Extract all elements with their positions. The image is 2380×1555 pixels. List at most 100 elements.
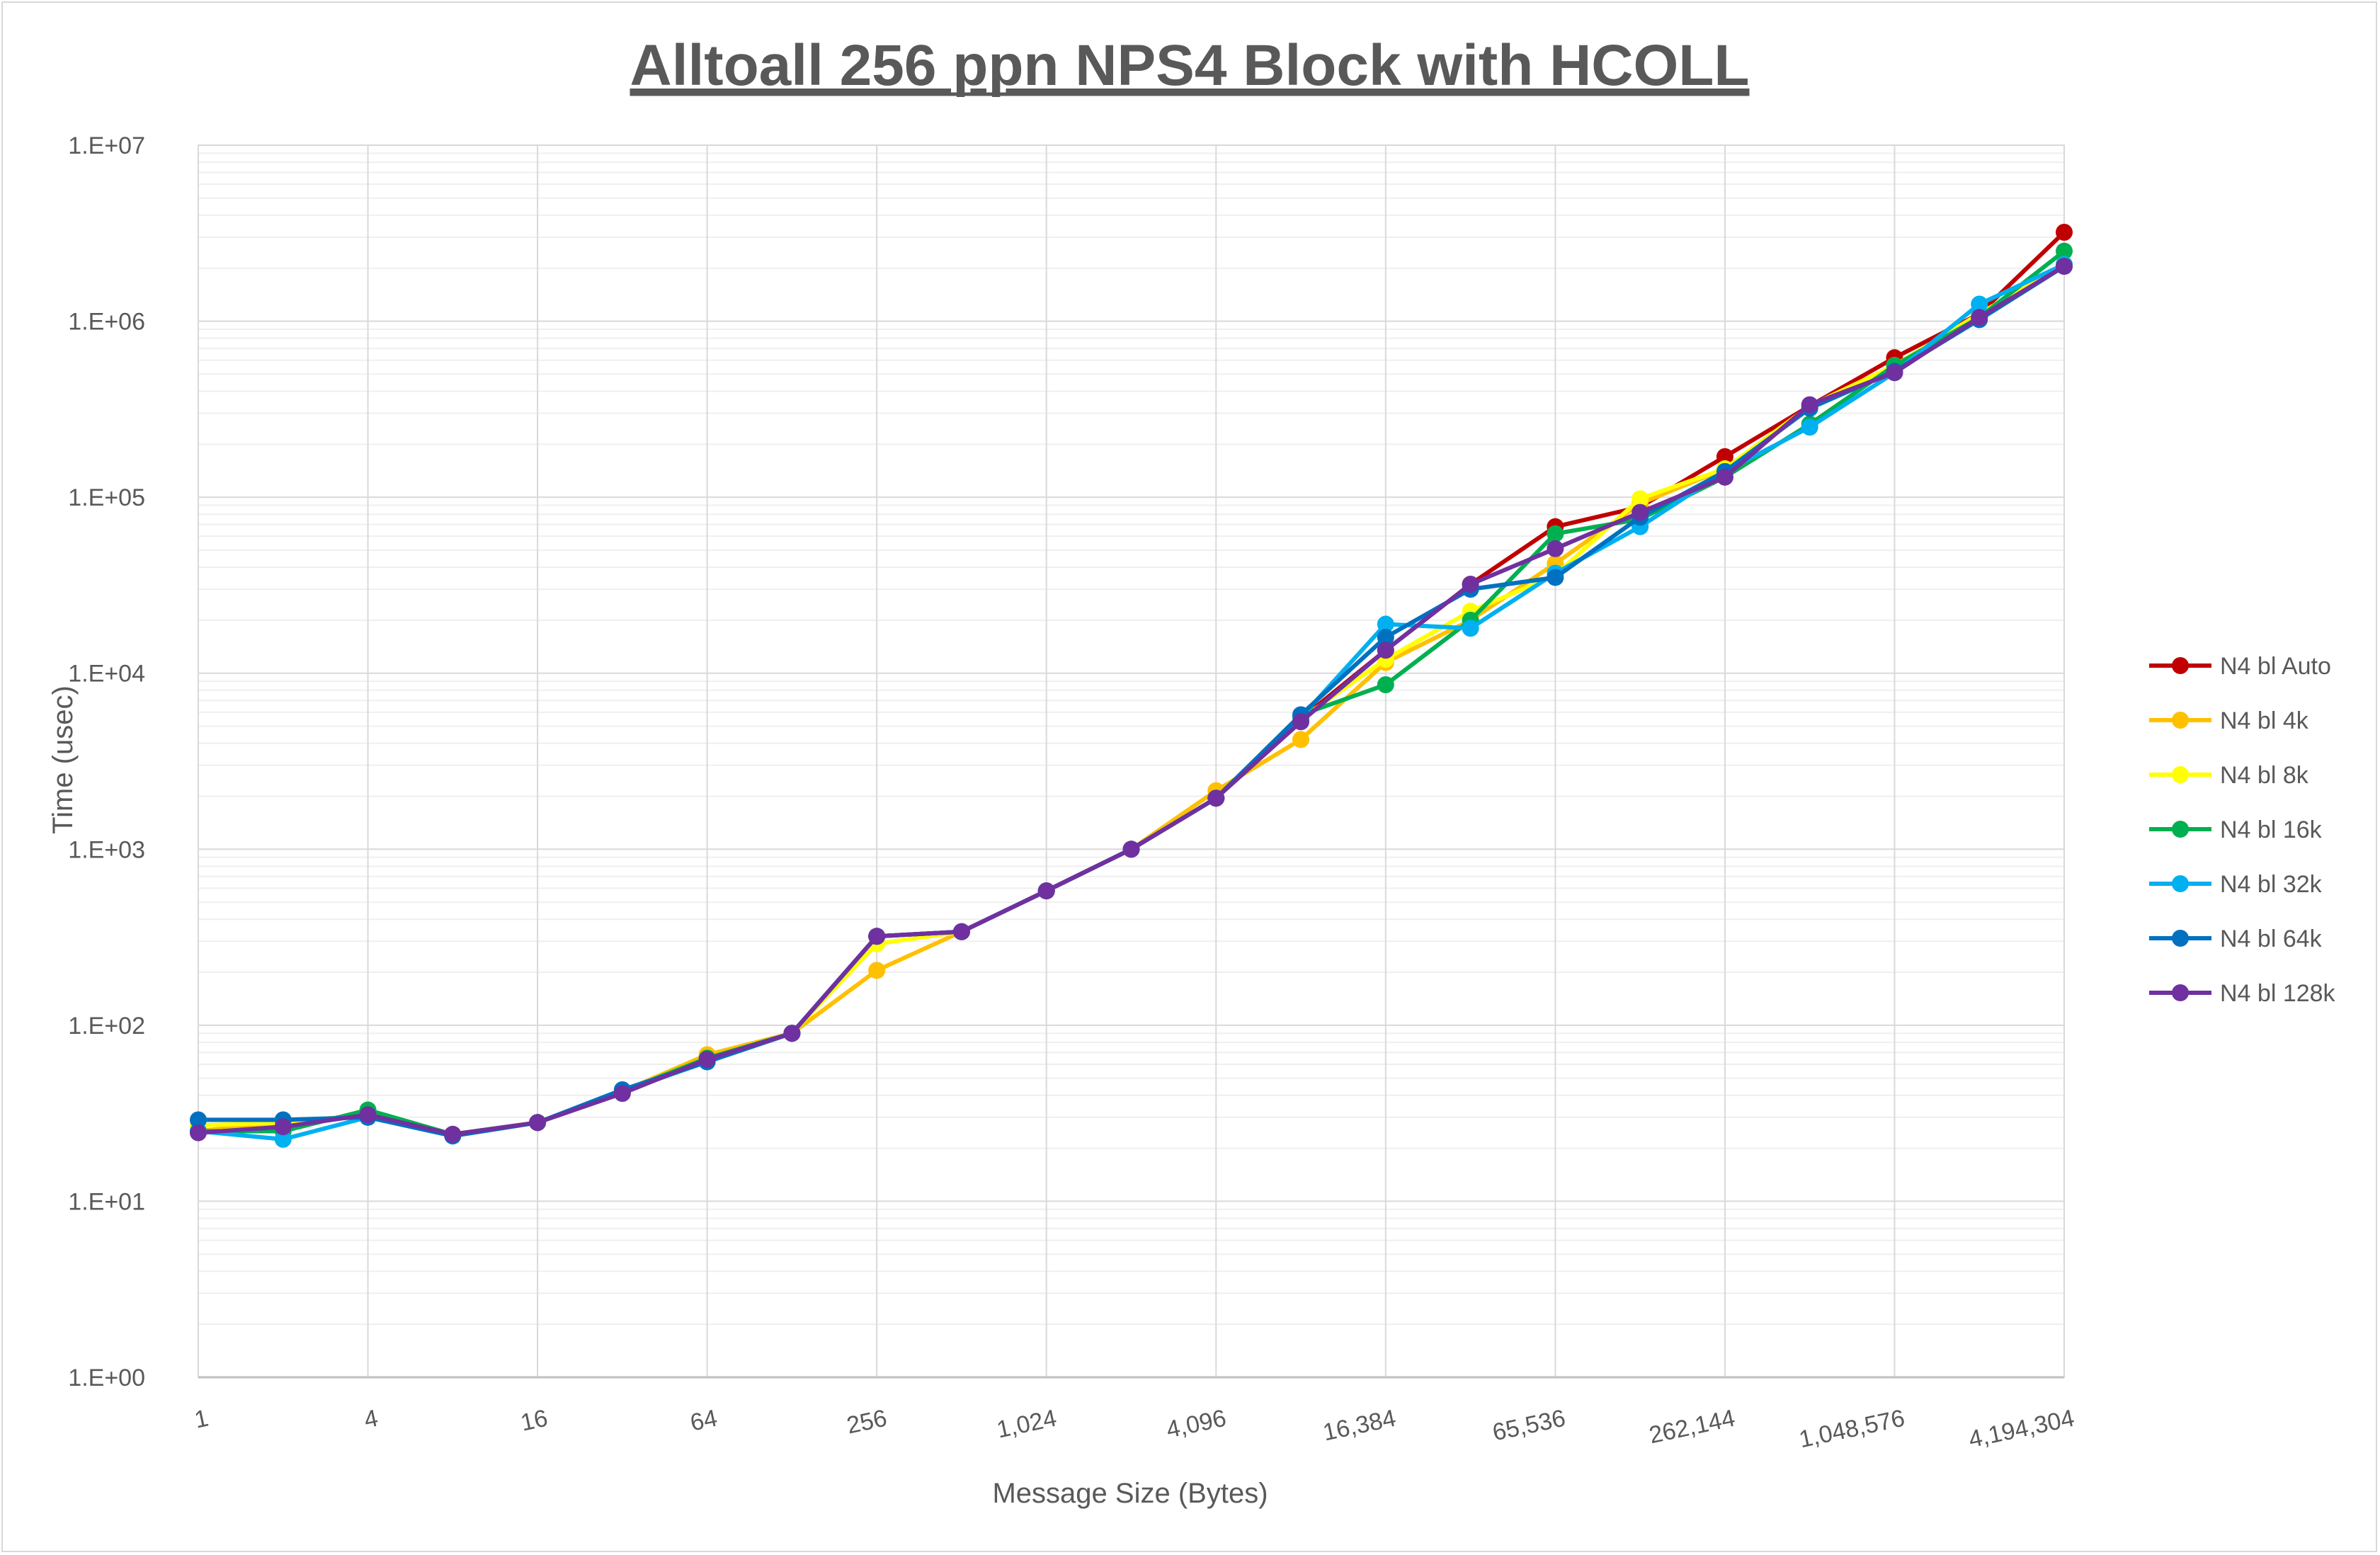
legend-label: N4 bl 64k xyxy=(2220,925,2323,952)
legend-item: N4 bl Auto xyxy=(2149,653,2331,680)
series-lines xyxy=(190,224,2073,1148)
data-point xyxy=(1292,731,1310,748)
x-tick-label: 4 xyxy=(362,1405,380,1434)
x-tick-label: 4,194,304 xyxy=(1966,1405,2077,1454)
legend-item: N4 bl 128k xyxy=(2149,980,2336,1007)
data-point xyxy=(1801,418,1818,436)
series-line xyxy=(198,230,2066,1137)
data-point xyxy=(1037,882,1055,900)
data-point xyxy=(274,1130,292,1148)
y-tick-label: 1.E+01 xyxy=(68,1188,145,1215)
data-point xyxy=(868,962,886,979)
grid xyxy=(198,144,2065,1378)
legend-label: N4 bl 128k xyxy=(2220,980,2336,1007)
data-point xyxy=(1377,676,1394,693)
y-tick-label: 1.E+06 xyxy=(68,309,145,336)
y-axis-title: Time (usec) xyxy=(47,685,79,834)
data-point xyxy=(1462,576,1479,593)
data-point xyxy=(1971,309,1988,326)
x-tick-label: 65,536 xyxy=(1490,1405,1568,1447)
legend-item: N4 bl 4k xyxy=(2149,707,2309,734)
x-tick-label: 1,024 xyxy=(994,1405,1059,1444)
data-point xyxy=(2056,224,2073,241)
legend-label: N4 bl 8k xyxy=(2220,762,2309,789)
data-point xyxy=(1377,628,1394,646)
data-point xyxy=(1716,468,1733,486)
chart-title: Alltoall 256 ppn NPS4 Block with HCOLL xyxy=(630,33,1750,98)
data-point xyxy=(1547,525,1564,542)
data-point xyxy=(274,1118,292,1136)
x-tick-label: 16,384 xyxy=(1321,1405,1399,1447)
legend-label: N4 bl 16k xyxy=(2220,816,2323,843)
legend-item: N4 bl 8k xyxy=(2149,762,2309,789)
data-point xyxy=(1122,841,1140,858)
x-axis-ticks: 1 4 16 64 256 1,024 4,096 16,384 65,536 262,144 1,… xyxy=(192,1405,2076,1454)
data-point xyxy=(1547,569,1564,586)
legend-swatch-marker xyxy=(2172,657,2189,674)
x-tick-label: 64 xyxy=(688,1405,719,1437)
plot-border xyxy=(198,144,2065,1378)
x-tick-label: 256 xyxy=(844,1405,889,1440)
legend-swatch-marker xyxy=(2172,984,2189,1001)
data-point xyxy=(1971,295,1988,313)
data-point xyxy=(1632,503,1649,521)
data-point xyxy=(1462,620,1479,637)
data-point xyxy=(698,1051,716,1069)
data-point xyxy=(1547,540,1564,557)
legend-item: N4 bl 64k xyxy=(2149,925,2323,952)
series-n4-bl-8k xyxy=(190,256,2073,1143)
legend-swatch-marker xyxy=(2172,930,2189,947)
data-point xyxy=(952,923,970,940)
series-n4-bl-32k xyxy=(190,256,2073,1148)
data-point xyxy=(2056,258,2073,275)
data-point xyxy=(1207,790,1225,807)
legend-label: N4 bl Auto xyxy=(2220,653,2331,680)
data-point xyxy=(190,1111,207,1129)
y-tick-label: 1.E+02 xyxy=(68,1013,145,1039)
x-tick-label: 1,048,576 xyxy=(1797,1405,1907,1454)
x-tick-label: 4,096 xyxy=(1164,1405,1229,1444)
data-point xyxy=(1292,713,1310,731)
data-point xyxy=(359,1106,377,1124)
plot-area xyxy=(198,144,2065,1379)
legend: N4 bl Auto N4 bl 4k N4 bl 8k N4 bl 16k N4 bl… xyxy=(2149,653,2336,1007)
series-n4-bl-4k xyxy=(190,256,2073,1143)
data-point xyxy=(444,1125,462,1143)
series-line xyxy=(198,249,2066,1137)
data-point xyxy=(613,1085,631,1103)
legend-swatch-marker xyxy=(2172,766,2189,783)
x-tick-label: 1 xyxy=(192,1405,210,1434)
y-tick-label: 1.E+03 xyxy=(68,836,145,863)
legend-swatch-marker xyxy=(2172,821,2189,838)
y-tick-label: 1.E+00 xyxy=(68,1365,145,1391)
data-point xyxy=(1716,448,1733,465)
legend-label: N4 bl 32k xyxy=(2220,871,2323,898)
data-point xyxy=(868,928,886,945)
series-line xyxy=(198,262,2066,1141)
y-tick-label: 1.E+04 xyxy=(68,661,145,688)
x-tick-label: 262,144 xyxy=(1646,1405,1737,1449)
series-line xyxy=(198,262,2066,1137)
series-n4-bl-auto xyxy=(190,224,2073,1143)
series-n4-bl-16k xyxy=(190,242,2073,1143)
y-tick-label: 1.E+05 xyxy=(68,484,145,511)
data-point xyxy=(783,1025,801,1042)
data-point xyxy=(1377,642,1394,659)
series-n4-bl-128k xyxy=(190,258,2073,1143)
data-point xyxy=(1632,490,1649,508)
y-axis-ticks: 1.E+00 1.E+01 1.E+02 1.E+03 1.E+04 1.E+05 1.E+… xyxy=(68,132,145,1391)
data-point xyxy=(1377,615,1394,633)
legend-swatch-marker xyxy=(2172,712,2189,729)
series-line xyxy=(198,262,2066,1137)
legend-item: N4 bl 16k xyxy=(2149,816,2323,843)
data-point xyxy=(190,1124,207,1141)
data-point xyxy=(1801,396,1818,414)
legend-swatch-marker xyxy=(2172,875,2189,892)
data-point xyxy=(1886,364,1903,382)
legend-item: N4 bl 32k xyxy=(2149,871,2323,898)
data-point xyxy=(529,1114,547,1132)
y-tick-label: 1.E+07 xyxy=(68,132,145,159)
x-axis-title: Message Size (Bytes) xyxy=(992,1478,1268,1509)
legend-label: N4 bl 4k xyxy=(2220,707,2309,734)
